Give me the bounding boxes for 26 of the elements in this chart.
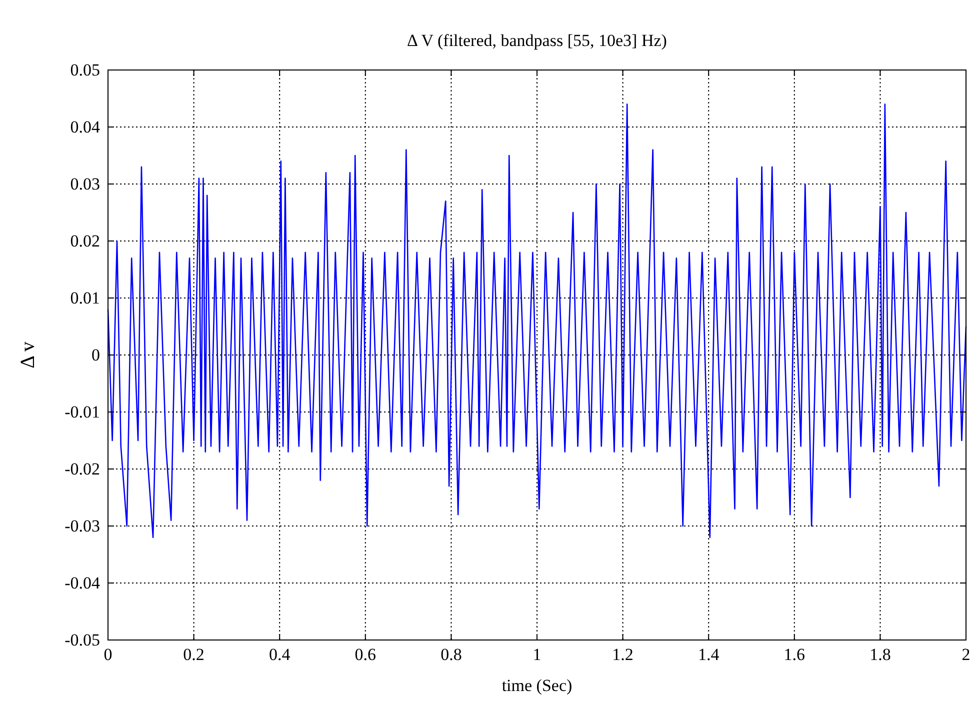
x-tick-label: 1.6 <box>784 645 806 664</box>
x-tick-label: 1.8 <box>870 645 891 664</box>
x-tick-label: 1.4 <box>698 645 720 664</box>
x-axis-title: time (Sec) <box>502 676 572 695</box>
y-tick-label: 0 <box>92 345 100 364</box>
y-tick-label: 0.04 <box>70 117 100 136</box>
y-tick-label: 0.02 <box>70 231 100 250</box>
y-tick-label: -0.04 <box>64 573 100 592</box>
x-tick-label: 0 <box>104 645 112 664</box>
x-tick-label: 1 <box>532 645 542 664</box>
x-tick-label: 2 <box>962 645 970 664</box>
x-tick-label: 1.2 <box>612 645 634 664</box>
y-tick-label: 0.01 <box>70 288 100 308</box>
y-tick-label: -0.02 <box>64 459 100 478</box>
y-tick-label: 0.05 <box>70 60 100 80</box>
line-series <box>107 104 967 538</box>
y-tick-label: -0.01 <box>64 402 100 422</box>
chart-title: Δ V (filtered, bandpass [55, 10e3] Hz) <box>407 31 667 50</box>
y-axis-title: Δ v <box>17 342 39 368</box>
x-tick-label: 0.6 <box>354 645 376 664</box>
x-tick-label: 0.4 <box>268 645 291 664</box>
y-tick-label: -0.05 <box>64 630 100 650</box>
x-tick-label: 0.8 <box>440 645 462 664</box>
x-tick-label: 0.2 <box>183 645 204 664</box>
y-tick-label: 0.03 <box>70 174 100 194</box>
y-tick-label: -0.03 <box>64 516 100 536</box>
